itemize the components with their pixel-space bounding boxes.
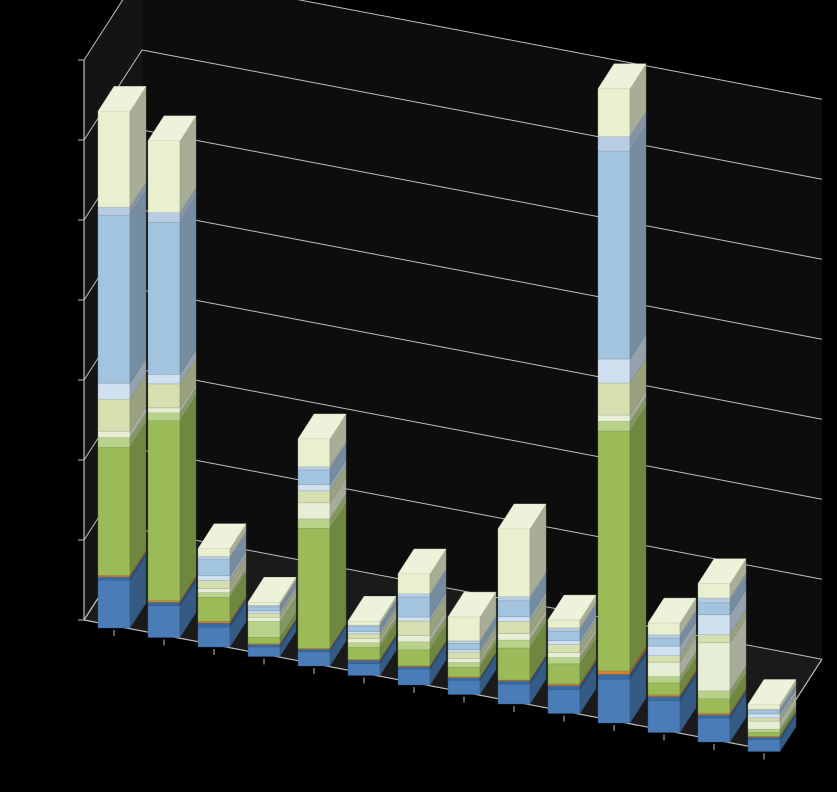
stacked-bar-3d-chart	[0, 0, 837, 792]
